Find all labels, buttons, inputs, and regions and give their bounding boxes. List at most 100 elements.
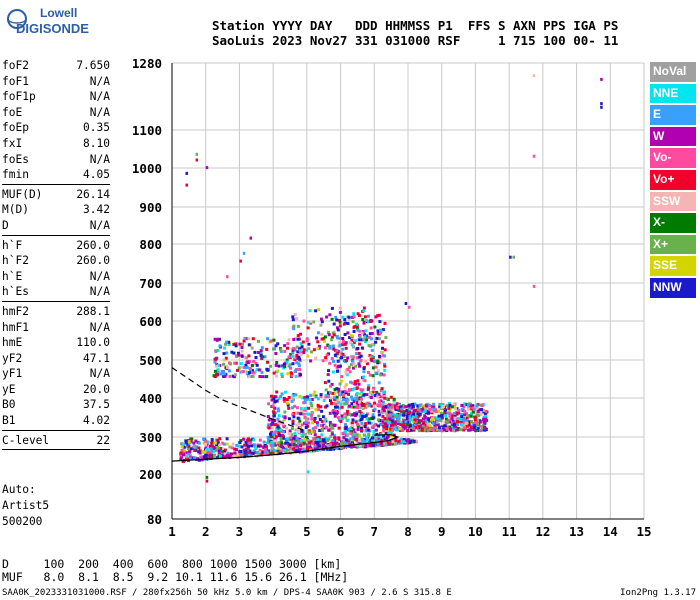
echo-point [284, 443, 288, 447]
echo-point [432, 429, 436, 432]
echo-point [470, 420, 474, 423]
echo-point [207, 451, 211, 454]
echo-point [218, 344, 222, 348]
echo-point [409, 424, 412, 428]
echo-point [532, 284, 536, 288]
echo-point [467, 423, 471, 427]
echo-point [364, 426, 368, 430]
echo-point [381, 340, 385, 344]
echo-point [280, 451, 284, 455]
echo-point [362, 403, 366, 407]
echo-point [367, 386, 371, 390]
echo-point [307, 342, 311, 346]
echo-point [204, 443, 208, 447]
echo-point [344, 425, 348, 429]
echo-point [205, 166, 209, 170]
x-tick-label: 15 [636, 524, 651, 539]
echo-point [465, 412, 469, 416]
echo-point [423, 414, 427, 418]
echo-point [456, 418, 460, 422]
echo-point [341, 337, 345, 340]
echo-point [223, 372, 227, 376]
echo-point [313, 416, 317, 420]
echo-point [180, 442, 183, 446]
echo-point [287, 355, 291, 359]
echo-point [291, 351, 295, 355]
echo-point [362, 370, 366, 374]
echo-point [351, 418, 355, 422]
echo-point [350, 395, 353, 399]
echo-point [435, 416, 439, 420]
echo-point [320, 337, 324, 341]
echo-point [244, 366, 248, 370]
echo-point [260, 450, 264, 454]
echo-point [336, 398, 340, 402]
echo-point [391, 440, 395, 444]
echo-point [267, 426, 271, 430]
echo-point [240, 365, 244, 369]
echo-point [225, 453, 229, 457]
y-tick-label: 800 [139, 237, 162, 252]
param-name: foEp [2, 121, 29, 135]
echo-point [325, 447, 329, 451]
echo-point [340, 343, 344, 347]
param-value: N/A [89, 320, 110, 334]
echo-point [421, 404, 425, 408]
echo-point [309, 359, 313, 363]
echo-point [457, 409, 461, 412]
x-tick-label: 5 [303, 524, 311, 539]
echo-point [230, 350, 234, 354]
echo-point [379, 402, 382, 405]
echo-point [407, 406, 411, 410]
echo-point [218, 454, 222, 458]
echo-point [383, 426, 387, 430]
echo-point [361, 318, 365, 321]
echo-point [257, 444, 261, 448]
echo-point [390, 419, 394, 423]
echo-point [310, 398, 314, 401]
echo-point [333, 424, 337, 427]
echo-point [371, 413, 375, 417]
echo-point [291, 394, 295, 398]
echo-point [264, 447, 268, 451]
echo-point [287, 406, 291, 410]
echo-point [213, 369, 217, 373]
echo-point [238, 452, 242, 456]
echo-point [405, 421, 409, 424]
echo-point [439, 411, 443, 415]
param-name: foF2 [2, 59, 29, 72]
echo-point [232, 455, 236, 458]
echo-point [321, 415, 325, 419]
echo-point [329, 384, 332, 388]
echo-point [305, 348, 309, 352]
echo-point [180, 445, 184, 449]
echo-point [302, 351, 306, 354]
echo-point [374, 340, 378, 344]
echo-point [277, 431, 281, 435]
echo-point [600, 105, 603, 109]
echo-point [359, 388, 363, 392]
echo-point [452, 411, 456, 415]
echo-point [212, 445, 216, 449]
echo-point [217, 364, 220, 368]
echo-point [345, 373, 349, 377]
echo-point [379, 389, 383, 392]
echo-point [314, 426, 317, 430]
echo-point [369, 319, 373, 323]
echo-point [450, 427, 453, 431]
echo-point [336, 416, 340, 420]
echo-point [471, 406, 475, 410]
echo-point [426, 428, 430, 432]
echo-point [351, 359, 355, 363]
echo-point [260, 453, 264, 457]
echo-point [440, 403, 444, 407]
echo-point [295, 406, 299, 410]
echo-point [281, 430, 285, 434]
echo-point [448, 409, 452, 413]
echo-point [357, 382, 361, 386]
echo-point [295, 423, 299, 427]
param-value: 260.0 [76, 238, 110, 252]
echo-point [348, 370, 352, 374]
echo-point [341, 431, 345, 435]
echo-point [382, 428, 386, 432]
